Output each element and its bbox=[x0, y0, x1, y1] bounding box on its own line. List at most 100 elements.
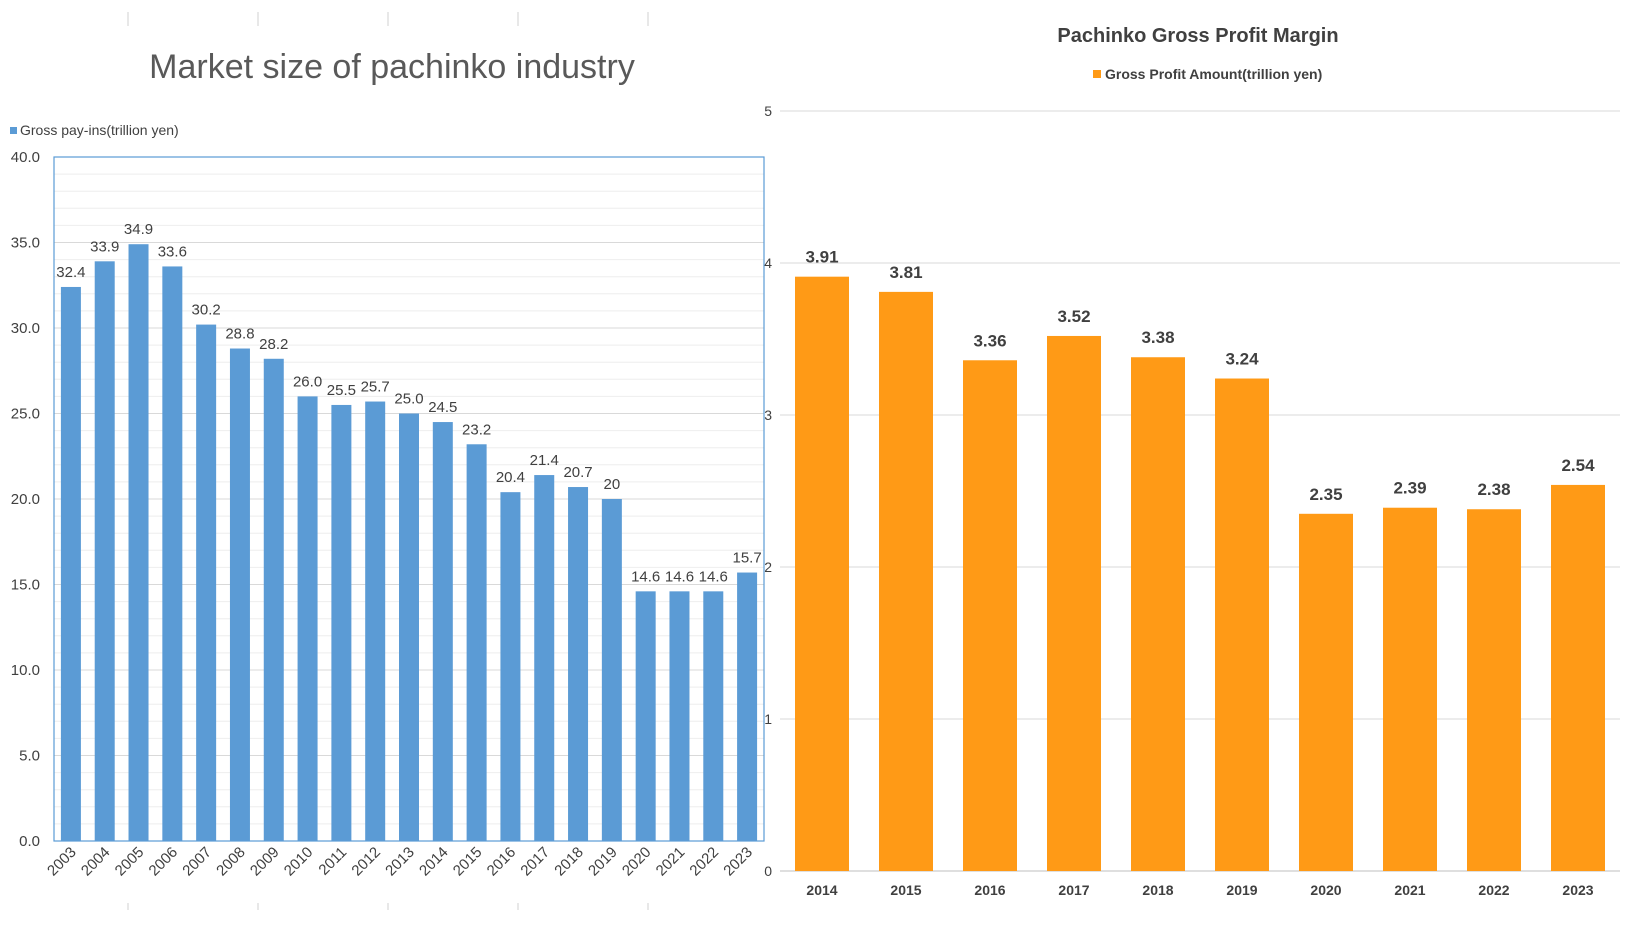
data-label-2020: 2.35 bbox=[1309, 485, 1342, 504]
bar-2022 bbox=[703, 591, 724, 841]
data-label-2005: 34.9 bbox=[124, 221, 153, 238]
bar-2018 bbox=[568, 487, 589, 841]
bar-2015 bbox=[879, 291, 933, 871]
x-tick-label-2022: 2022 bbox=[1478, 882, 1509, 898]
y-tick-label: 3 bbox=[764, 407, 772, 423]
data-labels: 32.4 33.9 34.9 33.6 30.228.8 28.2 26.0 25.5 25.7… bbox=[56, 221, 761, 585]
bar-2011 bbox=[331, 404, 352, 841]
bar-2006 bbox=[162, 266, 183, 841]
legend: Gross pay-ins(trillion yen) bbox=[10, 122, 179, 138]
bar-2023 bbox=[737, 572, 758, 841]
data-label-2022: 14.6 bbox=[699, 568, 728, 585]
y-tick-label: 20.0 bbox=[11, 491, 40, 508]
data-label-2006: 33.6 bbox=[158, 243, 187, 260]
y-axis: 0 1 2 3 4 5 bbox=[764, 103, 772, 879]
market-size-chart: Market size of pachinko industry Gross p… bbox=[10, 48, 765, 879]
bar-2014 bbox=[795, 276, 849, 871]
bar-2013 bbox=[399, 413, 419, 841]
bar-2012 bbox=[365, 401, 386, 841]
chart-title: Market size of pachinko industry bbox=[149, 48, 635, 86]
data-label-2015: 3.81 bbox=[889, 263, 922, 282]
data-label-2019: 3.24 bbox=[1225, 350, 1259, 369]
data-label-2023: 2.54 bbox=[1561, 456, 1595, 475]
x-tick-label-2023: 2023 bbox=[1562, 882, 1593, 898]
data-label-2023: 15.7 bbox=[732, 550, 761, 567]
bar-2004 bbox=[94, 261, 115, 841]
bar-2022 bbox=[1467, 509, 1521, 871]
legend: Gross Profit Amount(trillion yen) bbox=[1093, 66, 1322, 82]
y-tick-label: 25.0 bbox=[11, 406, 40, 423]
y-tick-label: 5 bbox=[764, 103, 772, 119]
y-tick-label: 1 bbox=[764, 711, 772, 727]
x-axis: 2014 2015 2016 2017 2018 2019 2020 2021 2022 2023 bbox=[806, 882, 1593, 898]
x-tick-label-2015: 2015 bbox=[890, 882, 921, 898]
bar-2014 bbox=[432, 422, 453, 841]
bars bbox=[795, 276, 1605, 872]
data-label-2021: 2.39 bbox=[1393, 479, 1426, 498]
data-label-2019: 20 bbox=[604, 476, 621, 493]
y-tick-label: 4 bbox=[764, 255, 772, 271]
x-tick-label-2018: 2018 bbox=[1142, 882, 1173, 898]
y-tick-label: 35.0 bbox=[11, 235, 40, 252]
bar-2020 bbox=[1299, 513, 1353, 871]
y-tick-label: 5.0 bbox=[19, 748, 40, 765]
x-tick-label-2019: 2019 bbox=[1226, 882, 1257, 898]
bar-2020 bbox=[635, 591, 656, 841]
data-label-2003: 32.4 bbox=[56, 264, 85, 281]
bar-2009 bbox=[263, 358, 284, 841]
bar-2018 bbox=[1131, 357, 1185, 871]
bar-2017 bbox=[1047, 335, 1101, 872]
data-label-2013: 25.0 bbox=[394, 391, 423, 408]
data-label-2009: 28.2 bbox=[259, 336, 288, 353]
x-tick-label-2014: 2014 bbox=[806, 882, 837, 898]
bar-2023 bbox=[1551, 484, 1605, 871]
data-label-2004: 33.9 bbox=[90, 238, 119, 255]
data-label-2011: 25.5 bbox=[327, 382, 356, 399]
bar-2021 bbox=[1383, 507, 1437, 871]
data-label-2015: 23.2 bbox=[462, 421, 491, 438]
data-label-2016: 20.4 bbox=[496, 469, 525, 486]
data-label-2022: 2.38 bbox=[1477, 480, 1510, 499]
bar-2017 bbox=[534, 475, 555, 841]
legend-swatch bbox=[10, 127, 17, 134]
y-tick-label: 0.0 bbox=[19, 833, 40, 850]
legend-label: Gross pay-ins(trillion yen) bbox=[20, 122, 179, 138]
chart-title: Pachinko Gross Profit Margin bbox=[1057, 25, 1338, 47]
y-tick-label: 40.0 bbox=[11, 149, 40, 166]
bar-2005 bbox=[128, 244, 149, 841]
y-tick-label: 15.0 bbox=[11, 577, 40, 594]
bar-2019 bbox=[1215, 378, 1269, 871]
data-label-2012: 25.7 bbox=[361, 379, 390, 396]
x-tick-label-2017: 2017 bbox=[1058, 882, 1089, 898]
bar-2015 bbox=[466, 444, 487, 841]
y-tick-label: 0 bbox=[764, 863, 772, 879]
data-label-2008: 28.8 bbox=[225, 326, 254, 343]
bar-2016 bbox=[963, 360, 1017, 871]
bar-2016 bbox=[500, 492, 521, 841]
data-label-2016: 3.36 bbox=[973, 331, 1006, 350]
data-label-2021: 14.6 bbox=[665, 568, 694, 585]
data-label-2017: 3.52 bbox=[1057, 307, 1090, 326]
bar-2019 bbox=[601, 499, 622, 841]
y-tick-label: 30.0 bbox=[11, 320, 40, 337]
bar-2008 bbox=[229, 348, 250, 841]
data-label-2007: 30.2 bbox=[192, 302, 221, 319]
bar-2003 bbox=[60, 286, 81, 842]
data-label-2018: 3.38 bbox=[1141, 328, 1174, 347]
data-label-2014: 3.91 bbox=[805, 248, 838, 267]
data-label-2010: 26.0 bbox=[293, 373, 322, 390]
x-tick-label-2021: 2021 bbox=[1394, 882, 1425, 898]
gross-profit-chart: Pachinko Gross Profit Margin Gross Profi… bbox=[764, 25, 1620, 898]
legend-swatch bbox=[1093, 70, 1101, 78]
legend-label: Gross Profit Amount(trillion yen) bbox=[1105, 66, 1322, 82]
spreadsheet-cell-ticks bbox=[127, 12, 649, 910]
data-label-2014: 24.5 bbox=[428, 399, 457, 416]
x-tick-label-2016: 2016 bbox=[974, 882, 1005, 898]
bar-2021 bbox=[669, 591, 690, 841]
bar-2007 bbox=[196, 324, 217, 842]
data-label-2017: 21.4 bbox=[530, 452, 559, 469]
data-labels: 3.91 3.81 3.36 3.52 3.38 3.24 2.35 2.39 2.38 2.54 bbox=[805, 248, 1595, 504]
data-label-2020: 14.6 bbox=[631, 568, 660, 585]
y-tick-label: 10.0 bbox=[11, 662, 40, 679]
